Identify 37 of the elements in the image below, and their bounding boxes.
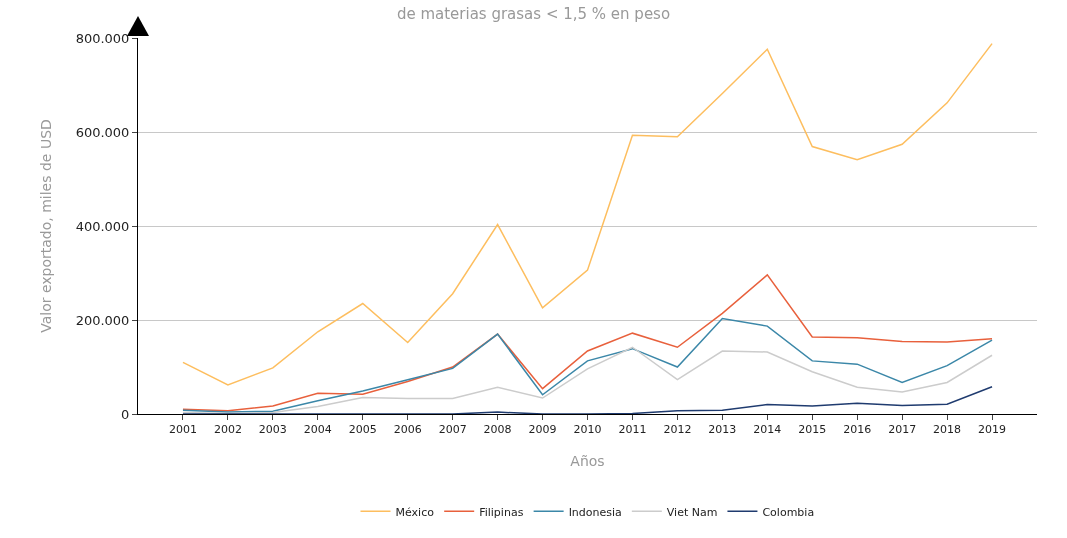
- x-tick-label: 2012: [663, 423, 692, 437]
- x-tick-label: 2005: [348, 423, 377, 437]
- x-tick-label: 2003: [258, 423, 287, 437]
- y-axis-title: Valor exportado, miles de USD: [38, 119, 55, 333]
- x-tick-label: 2001: [168, 423, 197, 437]
- x-tick-label: 2004: [303, 423, 332, 437]
- y-tick-label: 400.000: [75, 218, 130, 234]
- x-tick-label: 2006: [393, 423, 422, 437]
- x-tick-label: 2013: [708, 423, 737, 437]
- line-series: [182, 385, 993, 414]
- x-tick-label: 2017: [888, 423, 917, 437]
- legend-label: Viet Nam: [666, 505, 718, 519]
- legend-label: Colombia: [762, 505, 815, 519]
- y-tick-label: 200.000: [75, 312, 130, 328]
- x-tick-label: 2010: [573, 423, 602, 437]
- x-tick-label: 2002: [213, 423, 242, 437]
- x-tick-label: 2009: [528, 423, 557, 437]
- legend-label: México: [395, 505, 435, 519]
- x-axis-title: Años: [570, 452, 605, 469]
- x-tick-label: 2007: [438, 423, 467, 437]
- line-series: [182, 274, 993, 412]
- y-tick-label: 0: [121, 406, 130, 422]
- y-tick-label: 800.000: [75, 30, 130, 46]
- legend-label: Filipinas: [479, 505, 524, 519]
- x-tick-label: 2018: [933, 423, 962, 437]
- y-tick-label: 600.000: [75, 124, 130, 140]
- x-tick-label: 2011: [618, 423, 647, 437]
- x-tick-label: 2008: [483, 423, 512, 437]
- x-tick-label: 2019: [978, 423, 1007, 437]
- x-tick-label: 2014: [753, 423, 782, 437]
- line-series: [182, 346, 993, 414]
- line-series: [182, 42, 993, 386]
- chart-title: de materias grasas < 1,5 % en peso: [396, 4, 671, 23]
- x-tick-label: 2016: [843, 423, 872, 437]
- x-tick-label: 2015: [798, 423, 827, 437]
- line-series: [182, 317, 993, 413]
- legend-label: Indonesia: [568, 505, 622, 519]
